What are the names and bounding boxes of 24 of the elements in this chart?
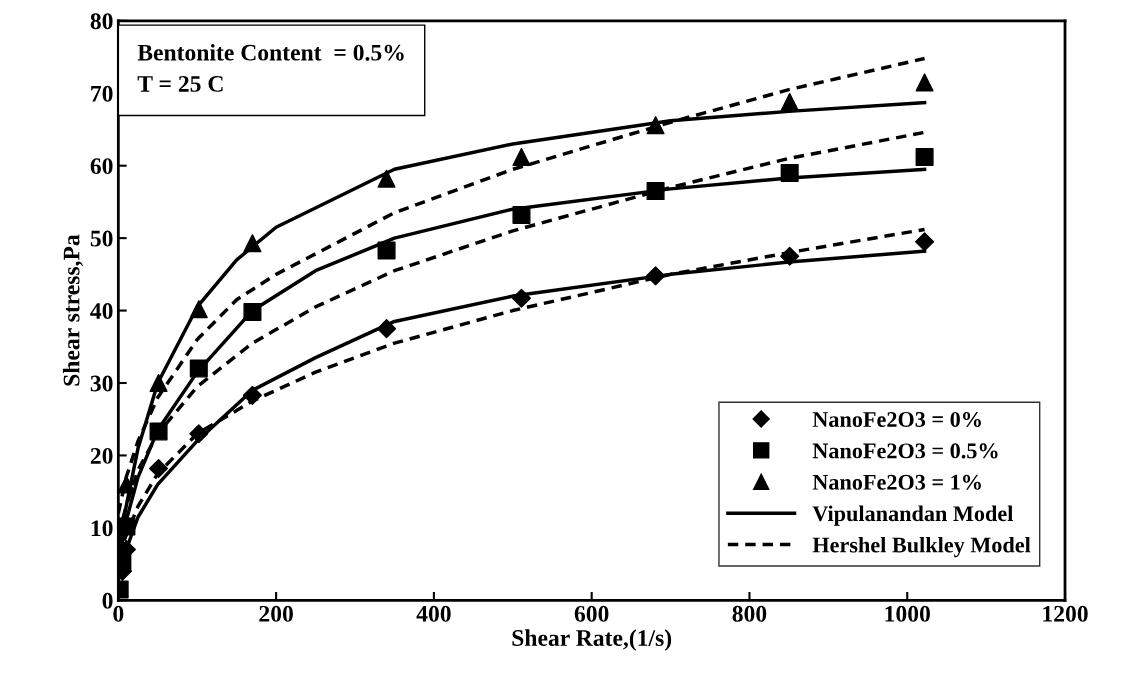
y-tick-label: 60 [90, 158, 113, 175]
x-tick-label: 400 [416, 605, 451, 622]
x-tick-label: 0 [113, 605, 124, 622]
x-tick-label: 200 [259, 605, 293, 622]
x-axis-title: Shear Rate,(1/s) [512, 629, 672, 651]
y-tick-label: 80 [90, 13, 113, 30]
x-tick-label: 600 [574, 605, 609, 622]
legend-label: NanoFe2O3 = 0% [812, 411, 981, 428]
x-tick-label: 1000 [885, 605, 930, 622]
legend-label: Hershel Bulkley Model [812, 536, 1031, 558]
legend-label: NanoFe2O3 = 1% [812, 474, 981, 490]
y-tick-label: 30 [90, 375, 113, 392]
annotation: Bentonite Content = 0.5% T = 25 C [137, 44, 404, 92]
y-tick-label: 0 [102, 592, 113, 609]
y-tick-label: 20 [90, 447, 113, 464]
x-tick-label: 1200 [1043, 605, 1088, 622]
y-tick-label: 50 [90, 230, 113, 247]
legend-label: Vipulanandan Model [812, 505, 1014, 526]
y-tick-label: 40 [90, 303, 113, 319]
y-tick-label: 10 [91, 520, 113, 537]
legend-label: NanoFe2O3 = 0.5% [812, 443, 998, 459]
x-tick-label: 800 [732, 605, 767, 622]
y-tick-label: 70 [91, 85, 113, 102]
y-axis-title: Shear stress,Pa [62, 234, 83, 386]
